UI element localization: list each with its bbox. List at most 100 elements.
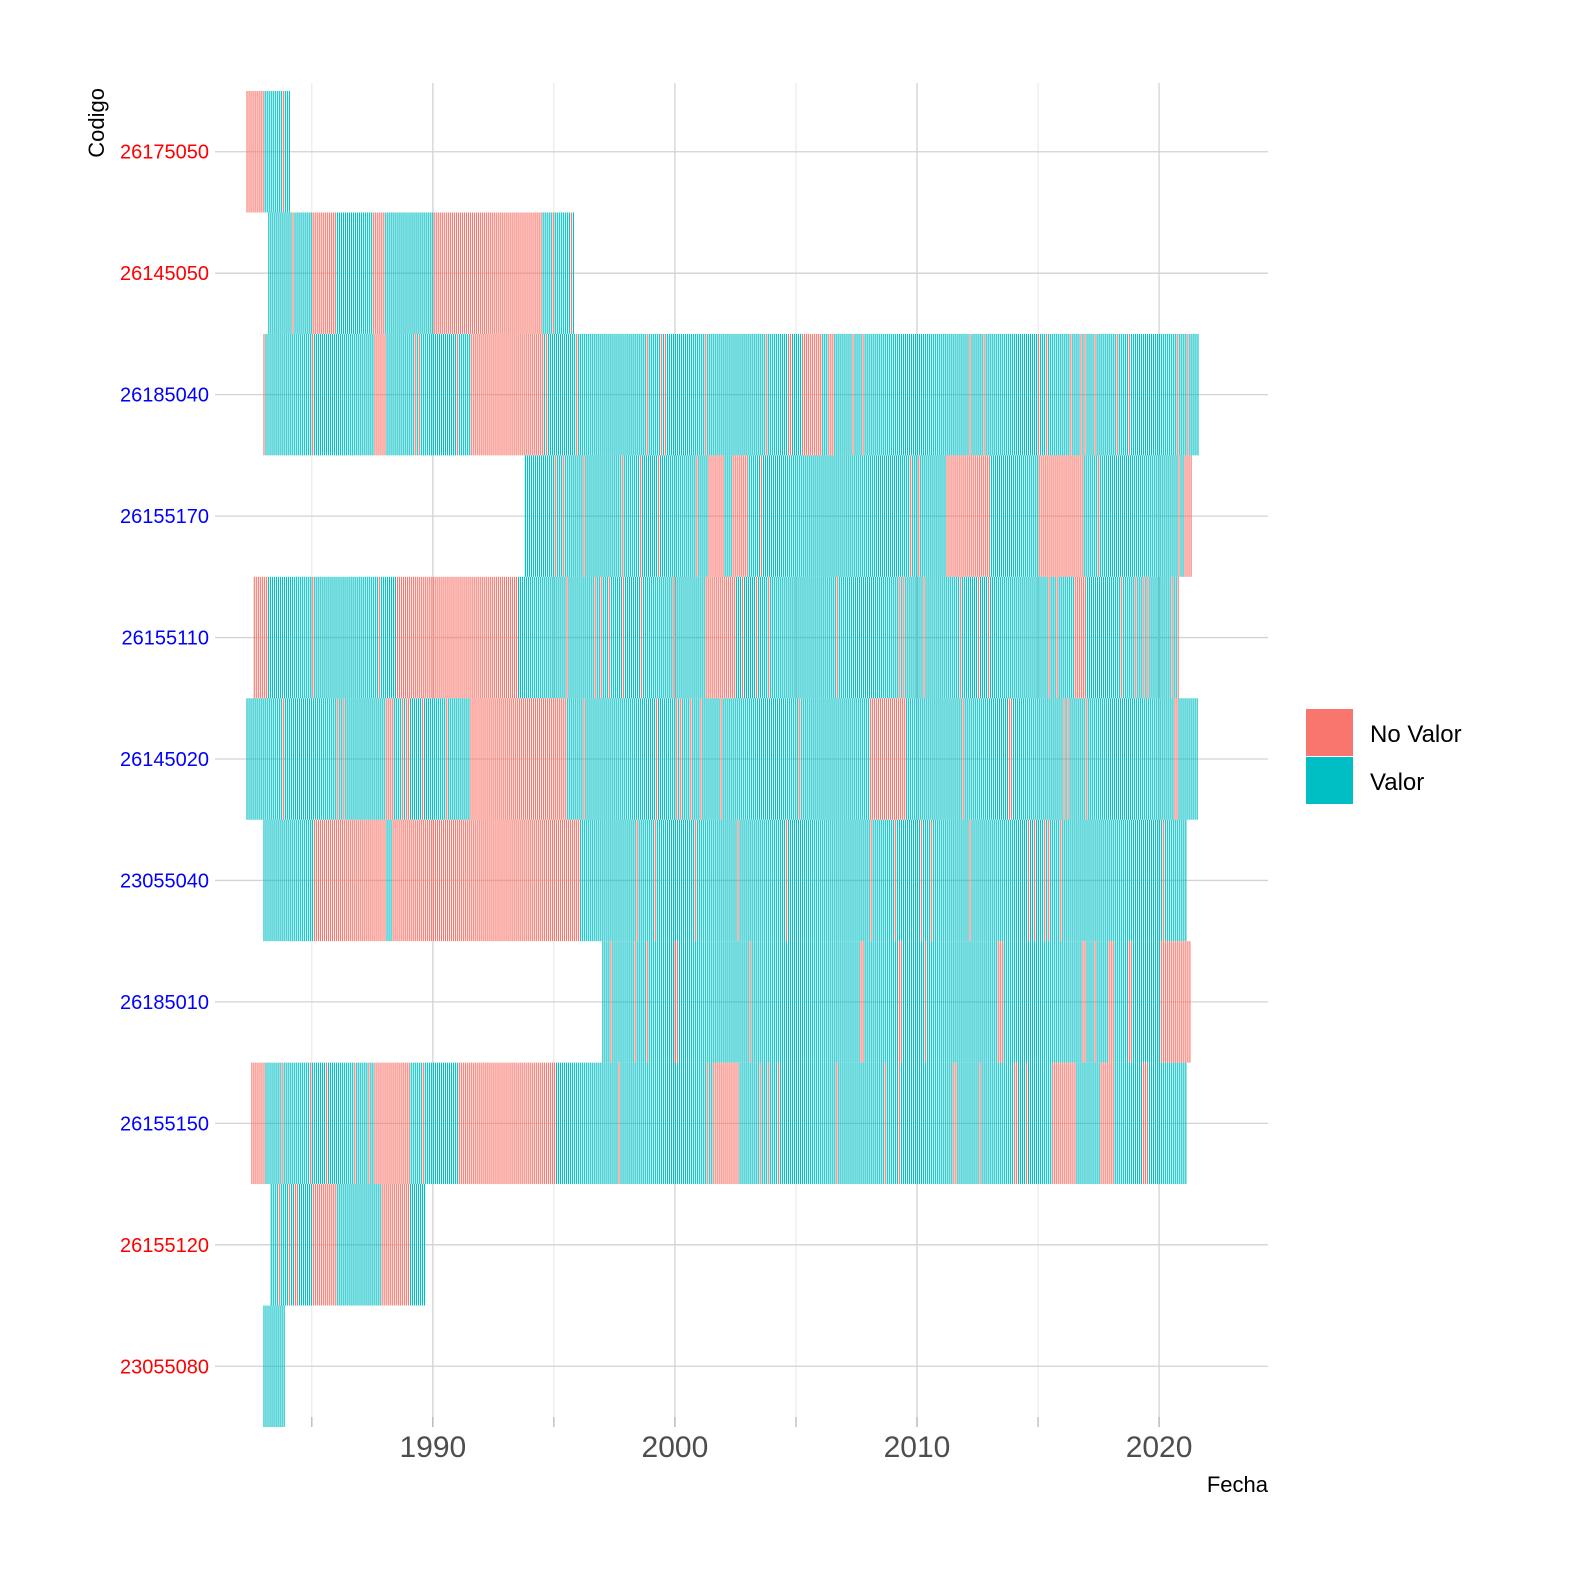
tile — [1180, 698, 1182, 820]
tile — [715, 819, 717, 942]
tile — [321, 698, 323, 820]
tile — [826, 576, 828, 699]
tile — [750, 455, 752, 577]
tile — [1082, 333, 1084, 456]
tile — [852, 819, 854, 942]
tile — [967, 333, 969, 456]
tile — [824, 333, 826, 456]
tile — [330, 212, 332, 334]
tile — [1153, 576, 1155, 699]
tile — [1031, 1062, 1034, 1185]
tile — [1090, 1062, 1092, 1185]
tile — [540, 212, 542, 334]
tile — [860, 1062, 862, 1185]
tile — [949, 333, 951, 456]
tile — [364, 819, 366, 942]
tile — [959, 576, 961, 699]
tile — [802, 1062, 804, 1185]
tile — [594, 819, 596, 942]
tile — [533, 819, 535, 942]
tile — [878, 333, 880, 456]
tile — [712, 455, 714, 577]
tile — [894, 698, 896, 820]
tile — [1076, 941, 1078, 1063]
tile — [353, 1184, 355, 1306]
tile — [522, 212, 524, 334]
tile — [935, 333, 937, 456]
tile — [1108, 333, 1110, 456]
tile — [1136, 941, 1138, 1063]
tile — [818, 1062, 820, 1185]
tile — [451, 333, 453, 456]
tile — [349, 1184, 351, 1306]
tile — [979, 333, 981, 456]
tile — [571, 698, 573, 820]
tile — [846, 333, 848, 456]
tile — [347, 1184, 349, 1306]
tile — [286, 91, 288, 213]
tile — [344, 333, 346, 456]
x-axis: 1990 2000 2010 2020 — [399, 1431, 1192, 1464]
tile — [414, 819, 416, 942]
tile — [826, 941, 828, 1063]
tile — [302, 698, 305, 820]
tile — [321, 1184, 323, 1306]
tile — [785, 333, 787, 456]
tile — [912, 819, 915, 942]
tile — [828, 576, 830, 699]
tile — [1062, 819, 1064, 942]
tile — [623, 698, 625, 820]
tile — [254, 698, 256, 820]
tile — [1148, 941, 1151, 1063]
tile — [985, 1062, 987, 1185]
tile — [394, 1062, 396, 1185]
tile — [459, 1062, 461, 1185]
tile — [759, 941, 761, 1063]
tile — [993, 941, 995, 1063]
tile — [1179, 941, 1181, 1063]
tile — [448, 698, 450, 820]
tile — [254, 91, 256, 213]
tile — [525, 333, 527, 456]
tile — [1177, 333, 1179, 456]
tile — [532, 576, 534, 699]
tile — [505, 333, 507, 456]
tile — [812, 1062, 814, 1185]
tile — [306, 212, 308, 334]
tile — [943, 819, 945, 942]
tile — [1140, 1062, 1143, 1185]
tile — [775, 1062, 777, 1185]
tile — [541, 1062, 543, 1185]
tile — [332, 576, 334, 699]
tile — [698, 455, 700, 577]
tile — [1134, 455, 1136, 577]
tile — [550, 576, 552, 699]
tile — [650, 333, 652, 456]
tile — [701, 819, 703, 942]
tile — [515, 819, 517, 942]
tile — [688, 698, 690, 820]
tile — [703, 941, 705, 1063]
tile — [479, 333, 481, 456]
tile — [707, 941, 709, 1063]
tile — [1167, 819, 1169, 942]
tile — [917, 941, 919, 1063]
tile — [1019, 819, 1021, 942]
tile — [1104, 333, 1106, 456]
tile — [282, 212, 284, 334]
tile — [465, 333, 467, 456]
tile — [919, 333, 921, 456]
tile — [1096, 941, 1098, 1063]
tile — [997, 1062, 999, 1185]
tile — [324, 576, 326, 699]
tile — [858, 819, 860, 942]
tile — [890, 941, 892, 1063]
tile — [1070, 576, 1072, 699]
tile — [804, 1062, 806, 1185]
tile — [274, 91, 276, 213]
tile — [399, 698, 401, 820]
tile — [982, 698, 984, 820]
tile — [929, 1062, 931, 1185]
tile — [315, 698, 317, 820]
tile — [666, 819, 668, 942]
